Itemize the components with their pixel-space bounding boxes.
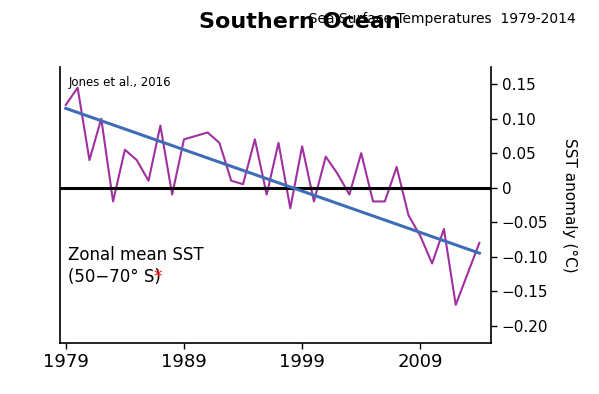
Text: *: *: [153, 268, 162, 286]
Text: (50−70° S): (50−70° S): [68, 268, 161, 286]
Text: Sea Surface Temperatures  1979-2014: Sea Surface Temperatures 1979-2014: [300, 12, 575, 26]
Text: Southern Ocean: Southern Ocean: [199, 12, 400, 32]
Y-axis label: SST anomaly (°C): SST anomaly (°C): [562, 138, 577, 272]
Text: Jones et al., 2016: Jones et al., 2016: [68, 76, 171, 89]
Text: Zonal mean SST: Zonal mean SST: [68, 246, 204, 264]
